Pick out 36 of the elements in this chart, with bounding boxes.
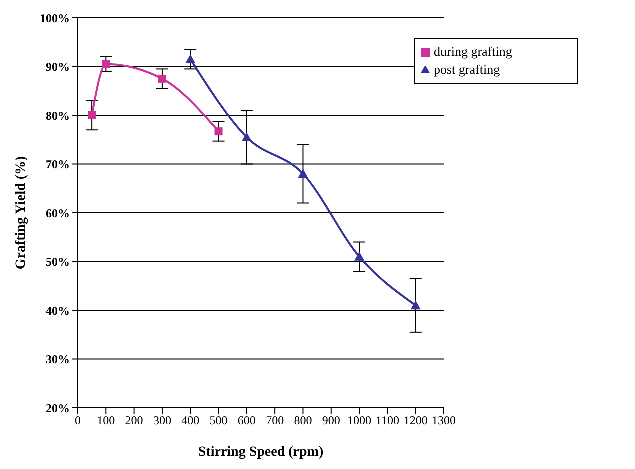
legend-label: post grafting: [434, 62, 500, 77]
point: [354, 252, 365, 261]
point: [186, 54, 196, 64]
x-tick-label: 100: [97, 414, 116, 428]
point: [298, 169, 308, 178]
x-tick-label: 1300: [432, 414, 456, 428]
x-tick-label: 200: [125, 414, 144, 428]
y-axis-title: Grafting Yield (%): [14, 156, 29, 270]
y-tick-label: 90%: [46, 60, 70, 74]
y-tick-label: 70%: [46, 158, 70, 172]
x-tick-label: 600: [238, 414, 256, 428]
point: [214, 128, 223, 136]
x-tick-label: 400: [182, 414, 200, 428]
y-tick-label: 50%: [46, 255, 70, 270]
x-tick-label: 300: [153, 414, 172, 428]
x-tick-label: 800: [294, 414, 312, 428]
point: [102, 60, 110, 68]
y-tick-label: 80%: [46, 108, 70, 123]
point: [242, 132, 252, 142]
y-tick-label: 100%: [40, 11, 70, 26]
x-axis-title: Stirring Speed (rpm): [198, 444, 324, 460]
x-tick-label: 900: [322, 414, 340, 428]
y-tick-label: 30%: [46, 352, 70, 367]
x-tick-label: 1100: [376, 414, 400, 428]
y-tick-label: 20%: [46, 401, 70, 416]
x-tick-label: 0: [75, 414, 81, 428]
point: [158, 74, 166, 83]
y-tick-label: 60%: [46, 206, 70, 220]
point: [88, 112, 96, 120]
x-tick-label: 700: [266, 414, 284, 428]
x-tick-label: 1000: [348, 414, 372, 428]
y-tick-label: 40%: [46, 304, 70, 318]
point: [410, 300, 421, 310]
legend-label: during grafting: [434, 44, 512, 59]
x-tick-label: 500: [210, 414, 228, 428]
x-tick-label: 1200: [404, 414, 428, 428]
